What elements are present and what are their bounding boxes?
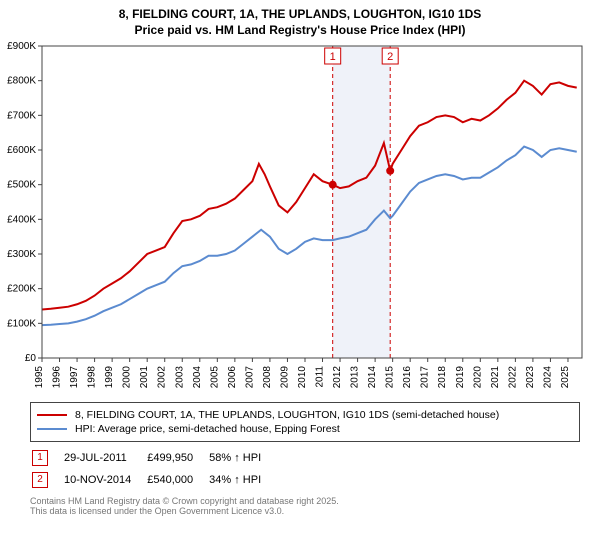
x-tick-label: 1996 — [52, 366, 63, 389]
legend: 8, FIELDING COURT, 1A, THE UPLANDS, LOUG… — [30, 402, 580, 442]
x-tick-label: 2020 — [472, 366, 483, 389]
legend-swatch — [37, 428, 67, 430]
y-tick-label: £200K — [7, 284, 36, 295]
legend-row: HPI: Average price, semi-detached house,… — [37, 423, 573, 435]
txn-hpi-delta: 58% ↑ HPI — [209, 448, 275, 468]
table-row: 1 29-JUL-2011£499,95058% ↑ HPI — [32, 448, 275, 468]
x-tick-label: 2017 — [420, 366, 431, 389]
transactions-table: 1 29-JUL-2011£499,95058% ↑ HPI 2 10-NOV-201… — [30, 446, 277, 492]
x-tick-label: 2019 — [455, 366, 466, 389]
x-tick-label: 1995 — [34, 366, 45, 389]
plot-border — [42, 46, 582, 358]
y-tick-label: £600K — [7, 145, 36, 156]
x-tick-label: 2012 — [332, 366, 343, 389]
marker-box-icon: 1 — [32, 450, 48, 466]
x-tick-label: 1997 — [69, 366, 80, 389]
x-tick-label: 1998 — [87, 366, 98, 389]
txn-price: £499,950 — [147, 448, 207, 468]
legend-label: 8, FIELDING COURT, 1A, THE UPLANDS, LOUG… — [75, 409, 499, 421]
x-tick-label: 2015 — [385, 366, 396, 389]
x-tick-label: 2016 — [402, 366, 413, 389]
txn-hpi-delta: 34% ↑ HPI — [209, 470, 275, 490]
legend-label: HPI: Average price, semi-detached house,… — [75, 423, 340, 435]
series-line — [42, 147, 577, 326]
x-tick-label: 2005 — [209, 366, 220, 389]
x-tick-label: 2021 — [490, 366, 501, 389]
y-tick-label: £800K — [7, 76, 36, 87]
title-line2: Price paid vs. HM Land Registry's House … — [0, 22, 600, 38]
chart-title: 8, FIELDING COURT, 1A, THE UPLANDS, LOUG… — [0, 0, 600, 38]
legend-row: 8, FIELDING COURT, 1A, THE UPLANDS, LOUG… — [37, 409, 573, 421]
series-line — [42, 81, 577, 310]
x-tick-label: 2002 — [157, 366, 168, 389]
txn-price: £540,000 — [147, 470, 207, 490]
marker-label-text: 1 — [330, 51, 336, 63]
y-tick-label: £0 — [25, 353, 37, 364]
x-tick-label: 2023 — [525, 366, 536, 389]
x-tick-label: 2013 — [350, 366, 361, 389]
price-chart: £0 £100K £200K £300K £400K £500K £600K £700K £80… — [2, 38, 592, 398]
title-line1: 8, FIELDING COURT, 1A, THE UPLANDS, LOUG… — [0, 6, 600, 22]
x-tick-label: 2014 — [367, 366, 378, 389]
highlight-band — [333, 46, 391, 358]
y-tick-label: £100K — [7, 319, 36, 330]
footer-line2: This data is licensed under the Open Gov… — [30, 506, 580, 516]
x-tick-label: 2001 — [139, 366, 150, 389]
x-tick-label: 2003 — [174, 366, 185, 389]
y-tick-label: £400K — [7, 215, 36, 226]
x-tick-label: 2006 — [227, 366, 238, 389]
x-tick-label: 2000 — [122, 366, 133, 389]
txn-date: 10-NOV-2014 — [64, 470, 145, 490]
x-tick-label: 2018 — [437, 366, 448, 389]
table-row: 2 10-NOV-2014£540,00034% ↑ HPI — [32, 470, 275, 490]
y-tick-label: £500K — [7, 180, 36, 191]
x-tick-label: 2010 — [297, 366, 308, 389]
chart-container: £0 £100K £200K £300K £400K £500K £600K £700K £80… — [2, 38, 592, 398]
footer-attribution: Contains HM Land Registry data © Crown c… — [30, 496, 580, 516]
y-tick-label: £700K — [7, 111, 36, 122]
x-tick-label: 1999 — [104, 366, 115, 389]
x-tick-label: 2011 — [315, 366, 326, 388]
x-tick-label: 2022 — [507, 366, 518, 389]
x-tick-label: 2007 — [244, 366, 255, 389]
txn-date: 29-JUL-2011 — [64, 448, 145, 468]
y-tick-label: £900K — [7, 41, 36, 52]
x-tick-label: 2025 — [560, 366, 571, 389]
x-tick-label: 2004 — [192, 366, 203, 389]
legend-swatch — [37, 414, 67, 416]
marker-label-text: 2 — [387, 51, 393, 63]
x-tick-label: 2024 — [542, 366, 553, 389]
x-tick-label: 2009 — [279, 366, 290, 389]
y-tick-label: £300K — [7, 249, 36, 260]
footer-line1: Contains HM Land Registry data © Crown c… — [30, 496, 580, 506]
x-tick-label: 2008 — [262, 366, 273, 389]
marker-box-icon: 2 — [32, 472, 48, 488]
